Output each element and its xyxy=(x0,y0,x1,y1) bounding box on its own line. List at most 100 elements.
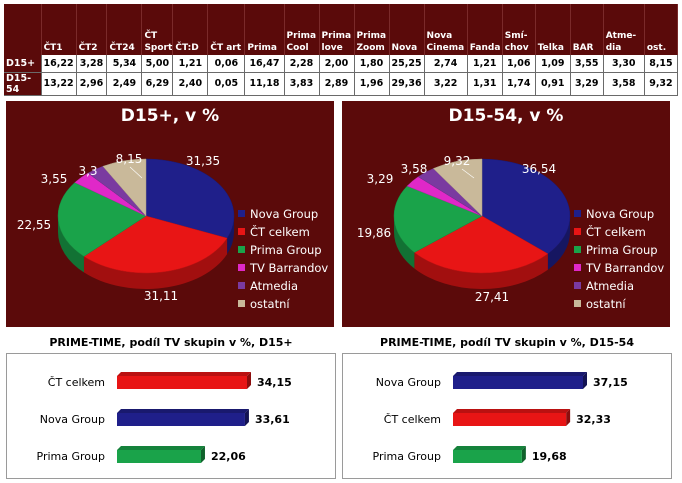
legend-swatch xyxy=(238,210,245,217)
bar-chart-title: PRIME-TIME, podíl TV skupin v %, D15+ xyxy=(49,336,293,349)
bar-side xyxy=(244,409,249,426)
bar-top xyxy=(117,372,251,376)
bar-top xyxy=(453,372,587,376)
legend-swatch xyxy=(238,282,245,289)
bar-side xyxy=(521,446,526,463)
pie-chart-svg: 31,35 31,11 22,55 3,55 3,3 8,15 Nova Group ČT c… xyxy=(17,152,329,311)
table-cell: 13,22 xyxy=(41,72,77,96)
table-header-cell: Telka xyxy=(535,4,571,55)
table-cell: 16,22 xyxy=(41,55,77,73)
table-header-cell: Prima Zoom xyxy=(354,4,390,55)
pie-slice xyxy=(57,182,147,257)
pie-value-label: 3,55 xyxy=(41,172,68,186)
pie-value-label: 36,54 xyxy=(522,162,556,176)
table-cell: 3,29 xyxy=(570,72,604,96)
table-header-cell: ČT24 xyxy=(106,4,143,55)
bar-chart-d15plus: ČT celkem 34,15 Nova Group 33,61 Prima Group… xyxy=(6,353,336,479)
legend-swatch xyxy=(574,300,581,307)
table-cell: 2,28 xyxy=(284,55,320,73)
table-cell: 0,05 xyxy=(207,72,246,96)
table-cell: 3,22 xyxy=(424,72,468,96)
table-header-cell: Smí- chov xyxy=(502,4,536,55)
bar-top xyxy=(453,446,526,450)
table-cell: 1,09 xyxy=(535,55,571,73)
table-cell: 1,96 xyxy=(354,72,390,96)
legend-swatch xyxy=(238,300,245,307)
bar-category-label: Prima Group xyxy=(373,450,441,463)
table-cell: 1,06 xyxy=(502,55,536,73)
legend-entry: Atmedia xyxy=(250,279,298,293)
table-header-cell: Nova Cinema xyxy=(424,4,468,55)
table-cell: 5,34 xyxy=(106,55,143,73)
bar-category-label: Prima Group xyxy=(37,450,105,463)
table-cell: 2,40 xyxy=(172,72,209,96)
table-header-cell: ost. xyxy=(644,4,679,55)
pie-value-label: 9,32 xyxy=(444,154,471,168)
bar-side xyxy=(566,409,571,426)
pie-title: D15+, v % xyxy=(120,106,220,126)
pie-slice-side xyxy=(547,216,570,270)
pie-value-label: 3,3 xyxy=(78,164,97,178)
pie-slice-side xyxy=(414,252,548,289)
table-cell: 3,83 xyxy=(284,72,320,96)
table-cell: 2,96 xyxy=(76,72,108,96)
pie-value-label: 3,29 xyxy=(367,172,394,186)
legend-swatch xyxy=(574,210,581,217)
table-header-cell: BAR xyxy=(570,4,604,55)
pie-value-label: 27,41 xyxy=(475,290,509,304)
table-cell: 16,47 xyxy=(244,55,285,73)
legend-swatch xyxy=(238,228,245,235)
bar xyxy=(117,413,245,426)
row-label: D15-54 xyxy=(4,72,42,96)
table-header-cell: Fanda xyxy=(467,4,503,55)
legend-entry: Prima Group xyxy=(586,243,658,257)
table-cell: 1,21 xyxy=(172,55,209,73)
table-header-cell: Prima Cool xyxy=(284,4,320,55)
table-header-cell: Atme- dia xyxy=(603,4,645,55)
pie-chart-svg: 36,54 27,41 19,86 3,29 3,58 9,32 Nova Group ČT … xyxy=(357,154,665,311)
pie-slice-side xyxy=(83,238,228,289)
bar-category-label: Nova Group xyxy=(376,376,441,389)
pie-slice-side xyxy=(227,216,234,255)
table-header-cell: Prima xyxy=(244,4,285,55)
pie-value-label: 3,58 xyxy=(401,162,428,176)
table-header-cell: Prima love xyxy=(319,4,355,55)
bar-value-label: 34,15 xyxy=(257,376,292,389)
bar-value-label: 32,33 xyxy=(576,413,611,426)
legend-entry: Nova Group xyxy=(586,207,654,221)
legend-entry: ČT celkem xyxy=(250,224,310,239)
bar xyxy=(117,376,247,389)
pie-chart-d15plus: D15+, v % 31,35 31,11 22,55 3,55 3,3 8,15 Nova… xyxy=(6,101,334,327)
pie-chart-d15-54: D15-54, v % 36,54 27,41 19,86 3,29 3,58 9,32 N… xyxy=(342,101,670,327)
share-table-header-row: ČT1 ČT2 ČT24 ČT Sport ČT:D ČT art Prima Prima C… xyxy=(4,4,679,55)
pie-value-label: 8,15 xyxy=(116,152,143,166)
table-cell: 25,25 xyxy=(389,55,425,73)
pie-slice xyxy=(145,158,235,239)
bar-category-label: ČT celkem xyxy=(384,413,441,426)
table-row: D15-54 13,22 2,96 2,49 6,29 2,40 0,05 11,18 3,83… xyxy=(4,72,679,96)
bar-category-label: ČT celkem xyxy=(48,376,105,389)
bar-side xyxy=(583,372,587,389)
row-label: D15+ xyxy=(4,55,42,73)
pie-slice xyxy=(102,158,147,217)
bar-chart-svg: ČT celkem 34,15 Nova Group 33,61 Prima Group… xyxy=(37,372,292,463)
table-cell: 0,06 xyxy=(207,55,246,73)
leader-line xyxy=(129,166,143,179)
table-cell: 8,15 xyxy=(644,55,679,73)
leader-line xyxy=(461,168,475,179)
pie-slice xyxy=(432,158,483,217)
table-row: D15+ 16,22 3,28 5,34 5,00 1,21 0,06 16,47 2,28 2,… xyxy=(4,55,679,73)
bar-top xyxy=(117,409,249,413)
legend-entry: Nova Group xyxy=(250,207,318,221)
pie-slice xyxy=(481,158,571,255)
table-cell: 0,91 xyxy=(535,72,571,96)
bar-value-label: 33,61 xyxy=(255,413,290,426)
pie-slice xyxy=(413,215,549,274)
legend-swatch xyxy=(238,264,245,271)
bar-category-label: Nova Group xyxy=(40,413,105,426)
bar-side xyxy=(200,446,205,463)
table-header-cell: ČT art xyxy=(207,4,246,55)
pie-slice xyxy=(83,215,228,274)
pie-slice-side xyxy=(394,216,415,269)
bar-top xyxy=(117,446,205,450)
